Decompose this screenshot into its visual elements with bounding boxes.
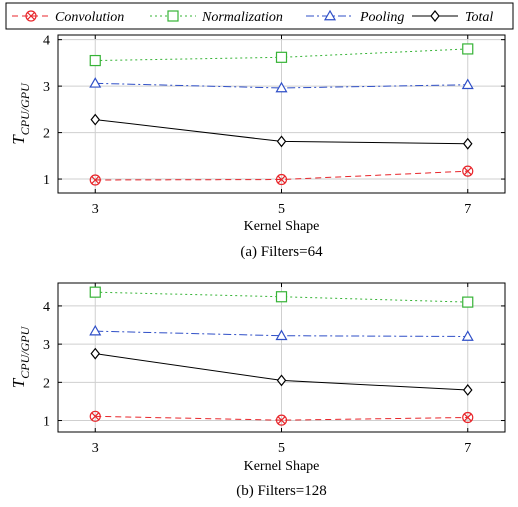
data-point <box>90 347 101 360</box>
y-axis-label-subscript: CPU/GPU <box>18 325 32 378</box>
y-axis-label: TCPU/GPU <box>9 325 32 388</box>
chart-filters-128: 1 2 3 4 3 5 7 Kernel Shape TCPU/GPU (b) Filter… <box>9 282 506 499</box>
grid <box>58 35 505 193</box>
data-point <box>275 173 288 186</box>
data-point <box>462 165 474 177</box>
series-line <box>95 415 468 421</box>
legend-item-convolution: Convolution <box>12 10 124 25</box>
data-point <box>275 51 288 63</box>
data-point <box>275 291 288 303</box>
legend-marker-triangle <box>323 9 337 21</box>
series-line <box>95 330 468 337</box>
data-point <box>275 329 288 341</box>
data-point <box>462 137 473 150</box>
x-tick-label: 5 <box>278 202 285 217</box>
series-line <box>95 170 468 181</box>
chart-filters-64: 1 2 3 4 3 5 7 Kernel Shape TCPU/GPU (a) Filter… <box>9 34 506 260</box>
y-tick-label: 3 <box>43 338 50 353</box>
data-point <box>462 411 474 424</box>
series-total <box>90 113 473 150</box>
data-point <box>276 374 287 387</box>
data-point <box>89 324 102 336</box>
series-layer <box>89 286 474 426</box>
legend-marker-circle-x <box>25 10 37 22</box>
legend-item-total: Total <box>412 10 493 25</box>
y-axis-label-main: T <box>9 134 28 145</box>
data-point <box>462 43 474 55</box>
y-tick-label: 1 <box>43 415 50 430</box>
legend-label: Convolution <box>55 10 124 25</box>
series-convolution <box>89 165 474 186</box>
x-tick-label: 7 <box>464 202 471 217</box>
y-axis-label: TCPU/GPU <box>9 82 32 145</box>
chart-caption: (b) Filters=128 <box>236 483 327 499</box>
data-point <box>461 330 474 341</box>
data-point <box>89 286 101 298</box>
series-convolution <box>89 410 474 426</box>
data-point <box>275 81 288 93</box>
data-point <box>89 54 101 67</box>
y-tick-label: 1 <box>43 173 50 188</box>
y-tick-label: 4 <box>43 34 50 49</box>
data-point <box>89 410 101 422</box>
x-tick-label: 7 <box>464 441 471 456</box>
y-axis-label-main: T <box>9 377 28 388</box>
legend-label: Normalization <box>201 10 283 25</box>
x-axis-label: Kernel Shape <box>244 459 320 474</box>
series-pooling <box>89 324 474 341</box>
axis-ticks: 1 2 3 4 3 5 7 <box>43 283 505 456</box>
legend-marker-diamond <box>430 10 440 22</box>
data-point <box>90 113 101 126</box>
series-total <box>90 347 473 396</box>
x-tick-label: 5 <box>278 441 285 456</box>
legend-item-normalization: Normalization <box>150 10 283 25</box>
legend-label: Pooling <box>359 10 404 25</box>
data-point <box>275 414 288 426</box>
y-tick-label: 2 <box>43 127 50 142</box>
y-tick-label: 3 <box>43 80 50 95</box>
series-line <box>95 82 468 89</box>
x-tick-label: 3 <box>92 441 99 456</box>
series-layer <box>89 43 474 186</box>
y-axis-label-subscript: CPU/GPU <box>18 82 32 135</box>
series-normalization <box>89 43 474 67</box>
y-tick-label: 4 <box>43 300 50 315</box>
chart-caption: (a) Filters=64 <box>240 244 323 260</box>
data-point <box>89 77 102 88</box>
data-point <box>462 296 474 308</box>
series-normalization <box>89 286 474 308</box>
legend: Convolution Normalization Pooling Total <box>5 2 514 30</box>
legend-marker-square <box>167 10 179 22</box>
data-point <box>461 78 474 90</box>
axis-ticks: 1 2 3 4 3 5 7 <box>43 34 505 217</box>
x-axis-label: Kernel Shape <box>244 219 320 234</box>
data-point <box>276 135 287 148</box>
series-pooling <box>89 77 474 93</box>
y-tick-label: 2 <box>43 376 50 391</box>
x-tick-label: 3 <box>92 202 99 217</box>
data-point <box>89 174 101 186</box>
legend-label: Total <box>465 10 493 25</box>
data-point <box>462 384 473 396</box>
legend-item-pooling: Pooling <box>306 9 404 25</box>
